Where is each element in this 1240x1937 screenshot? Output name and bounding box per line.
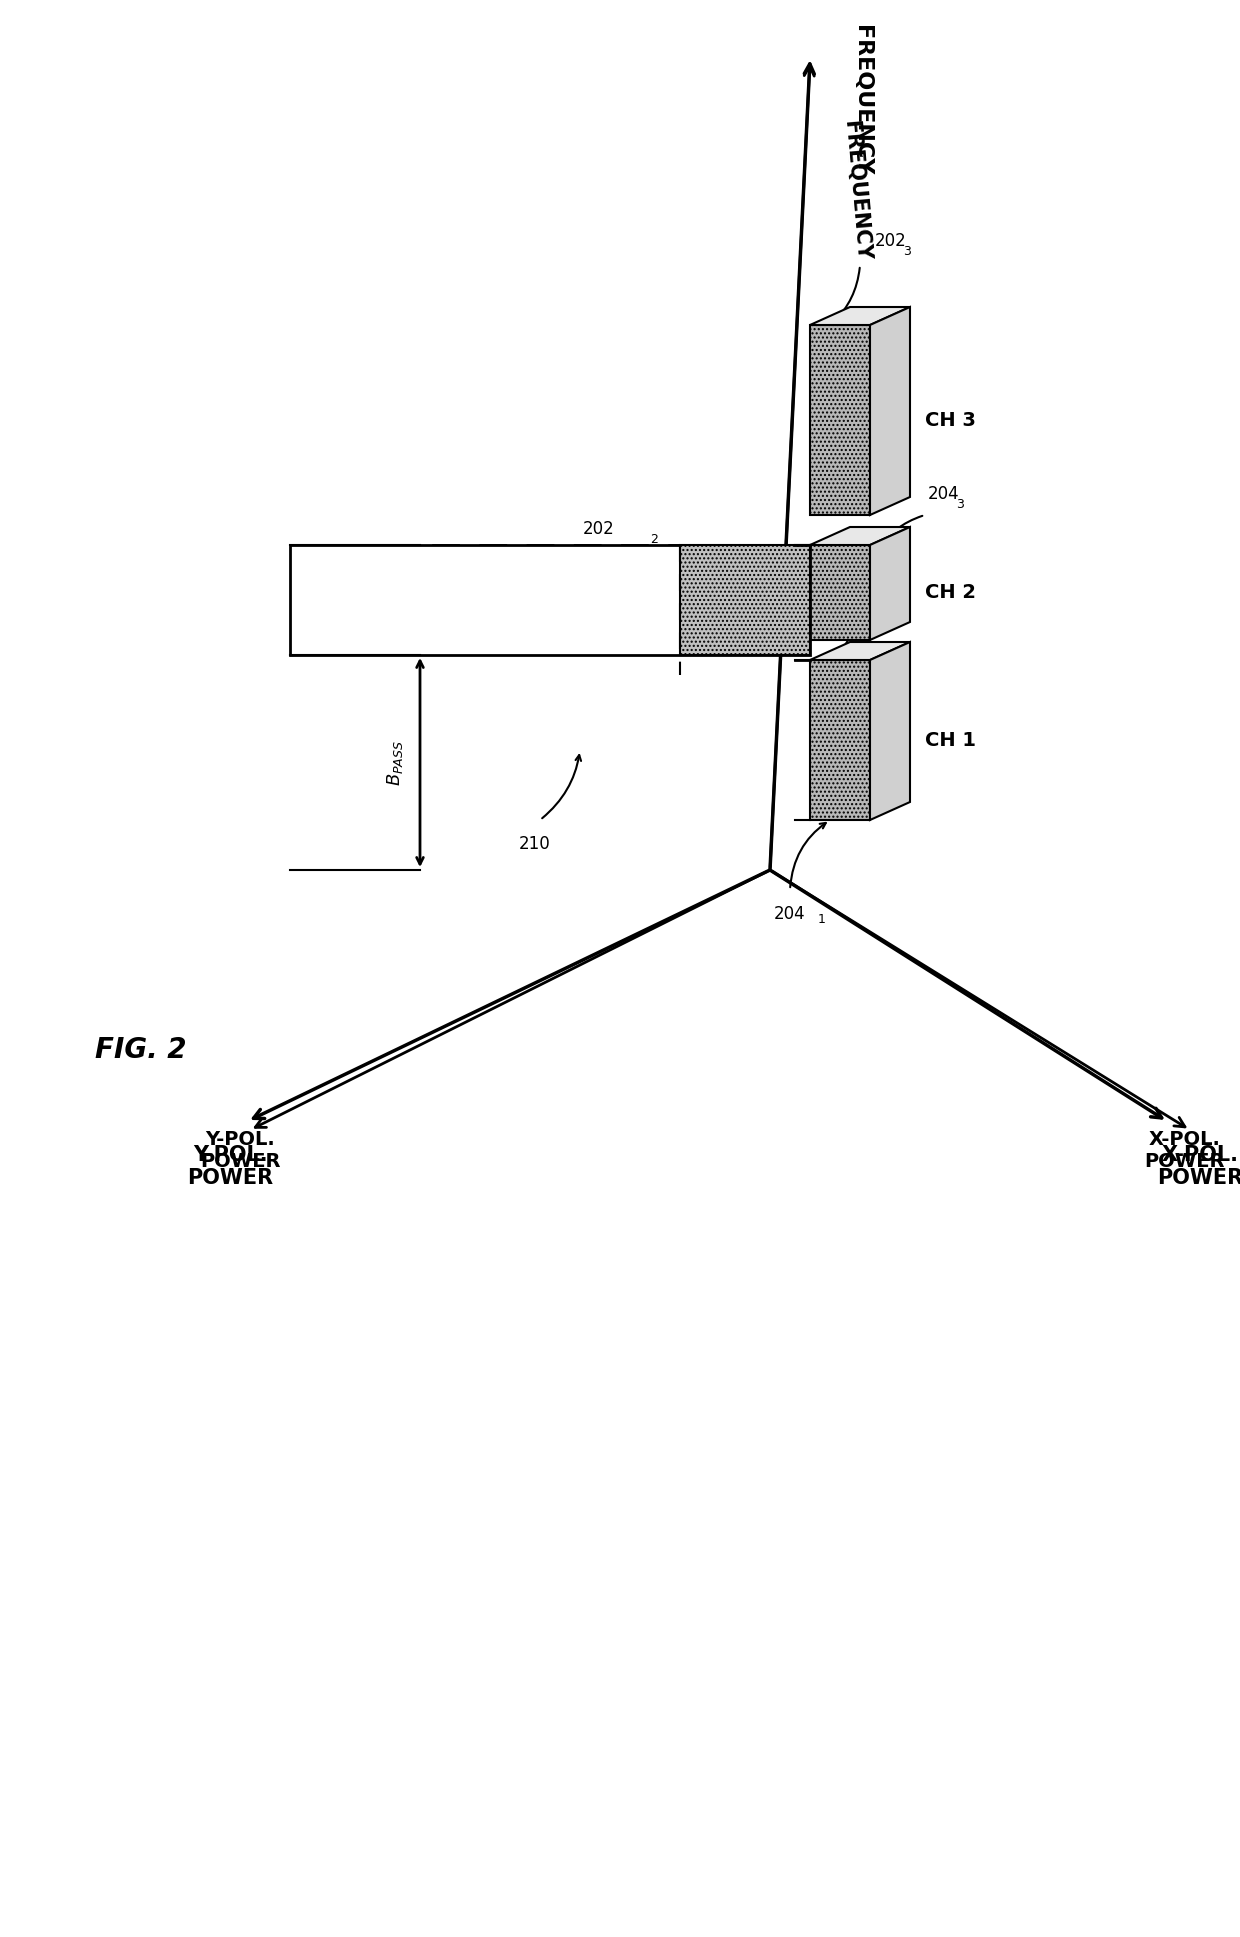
Text: CH 2: CH 2 — [925, 583, 976, 602]
Polygon shape — [870, 527, 910, 639]
Text: CH 3: CH 3 — [925, 411, 976, 430]
Bar — [290, 544, 810, 655]
Text: 204: 204 — [774, 905, 806, 924]
Text: FREQUENCY: FREQUENCY — [852, 25, 872, 174]
Text: 202: 202 — [583, 519, 615, 538]
Text: 204: 204 — [928, 484, 960, 504]
Polygon shape — [810, 544, 870, 639]
Text: 202: 202 — [861, 587, 892, 604]
Bar — [680, 544, 810, 655]
Polygon shape — [810, 527, 910, 544]
Polygon shape — [810, 641, 910, 661]
Text: X-POL.
POWER: X-POL. POWER — [1157, 1145, 1240, 1187]
Text: 2: 2 — [650, 533, 658, 546]
Text: 3: 3 — [956, 498, 963, 511]
Polygon shape — [870, 641, 910, 819]
Text: $B_{EDGE}$: $B_{EDGE}$ — [384, 575, 405, 626]
Text: FREQUENCY: FREQUENCY — [839, 120, 872, 261]
Text: FIG. 2: FIG. 2 — [95, 1036, 186, 1063]
Text: 2: 2 — [539, 591, 548, 604]
Text: 3: 3 — [903, 244, 911, 258]
Text: $B_{PASS}$: $B_{PASS}$ — [384, 740, 405, 786]
Text: Y-POL.
POWER: Y-POL. POWER — [200, 1129, 280, 1172]
Text: 1: 1 — [888, 600, 895, 612]
Text: X-POL.
POWER: X-POL. POWER — [1145, 1129, 1225, 1172]
Text: 1: 1 — [818, 912, 826, 926]
Text: 204: 204 — [474, 581, 505, 599]
Text: CH 1: CH 1 — [925, 730, 976, 750]
Text: 202: 202 — [875, 232, 906, 250]
Polygon shape — [810, 325, 870, 515]
Text: Y-POL.
POWER: Y-POL. POWER — [187, 1145, 273, 1187]
Polygon shape — [870, 306, 910, 515]
Polygon shape — [810, 661, 870, 819]
Text: 210: 210 — [520, 835, 551, 852]
Polygon shape — [810, 306, 910, 325]
